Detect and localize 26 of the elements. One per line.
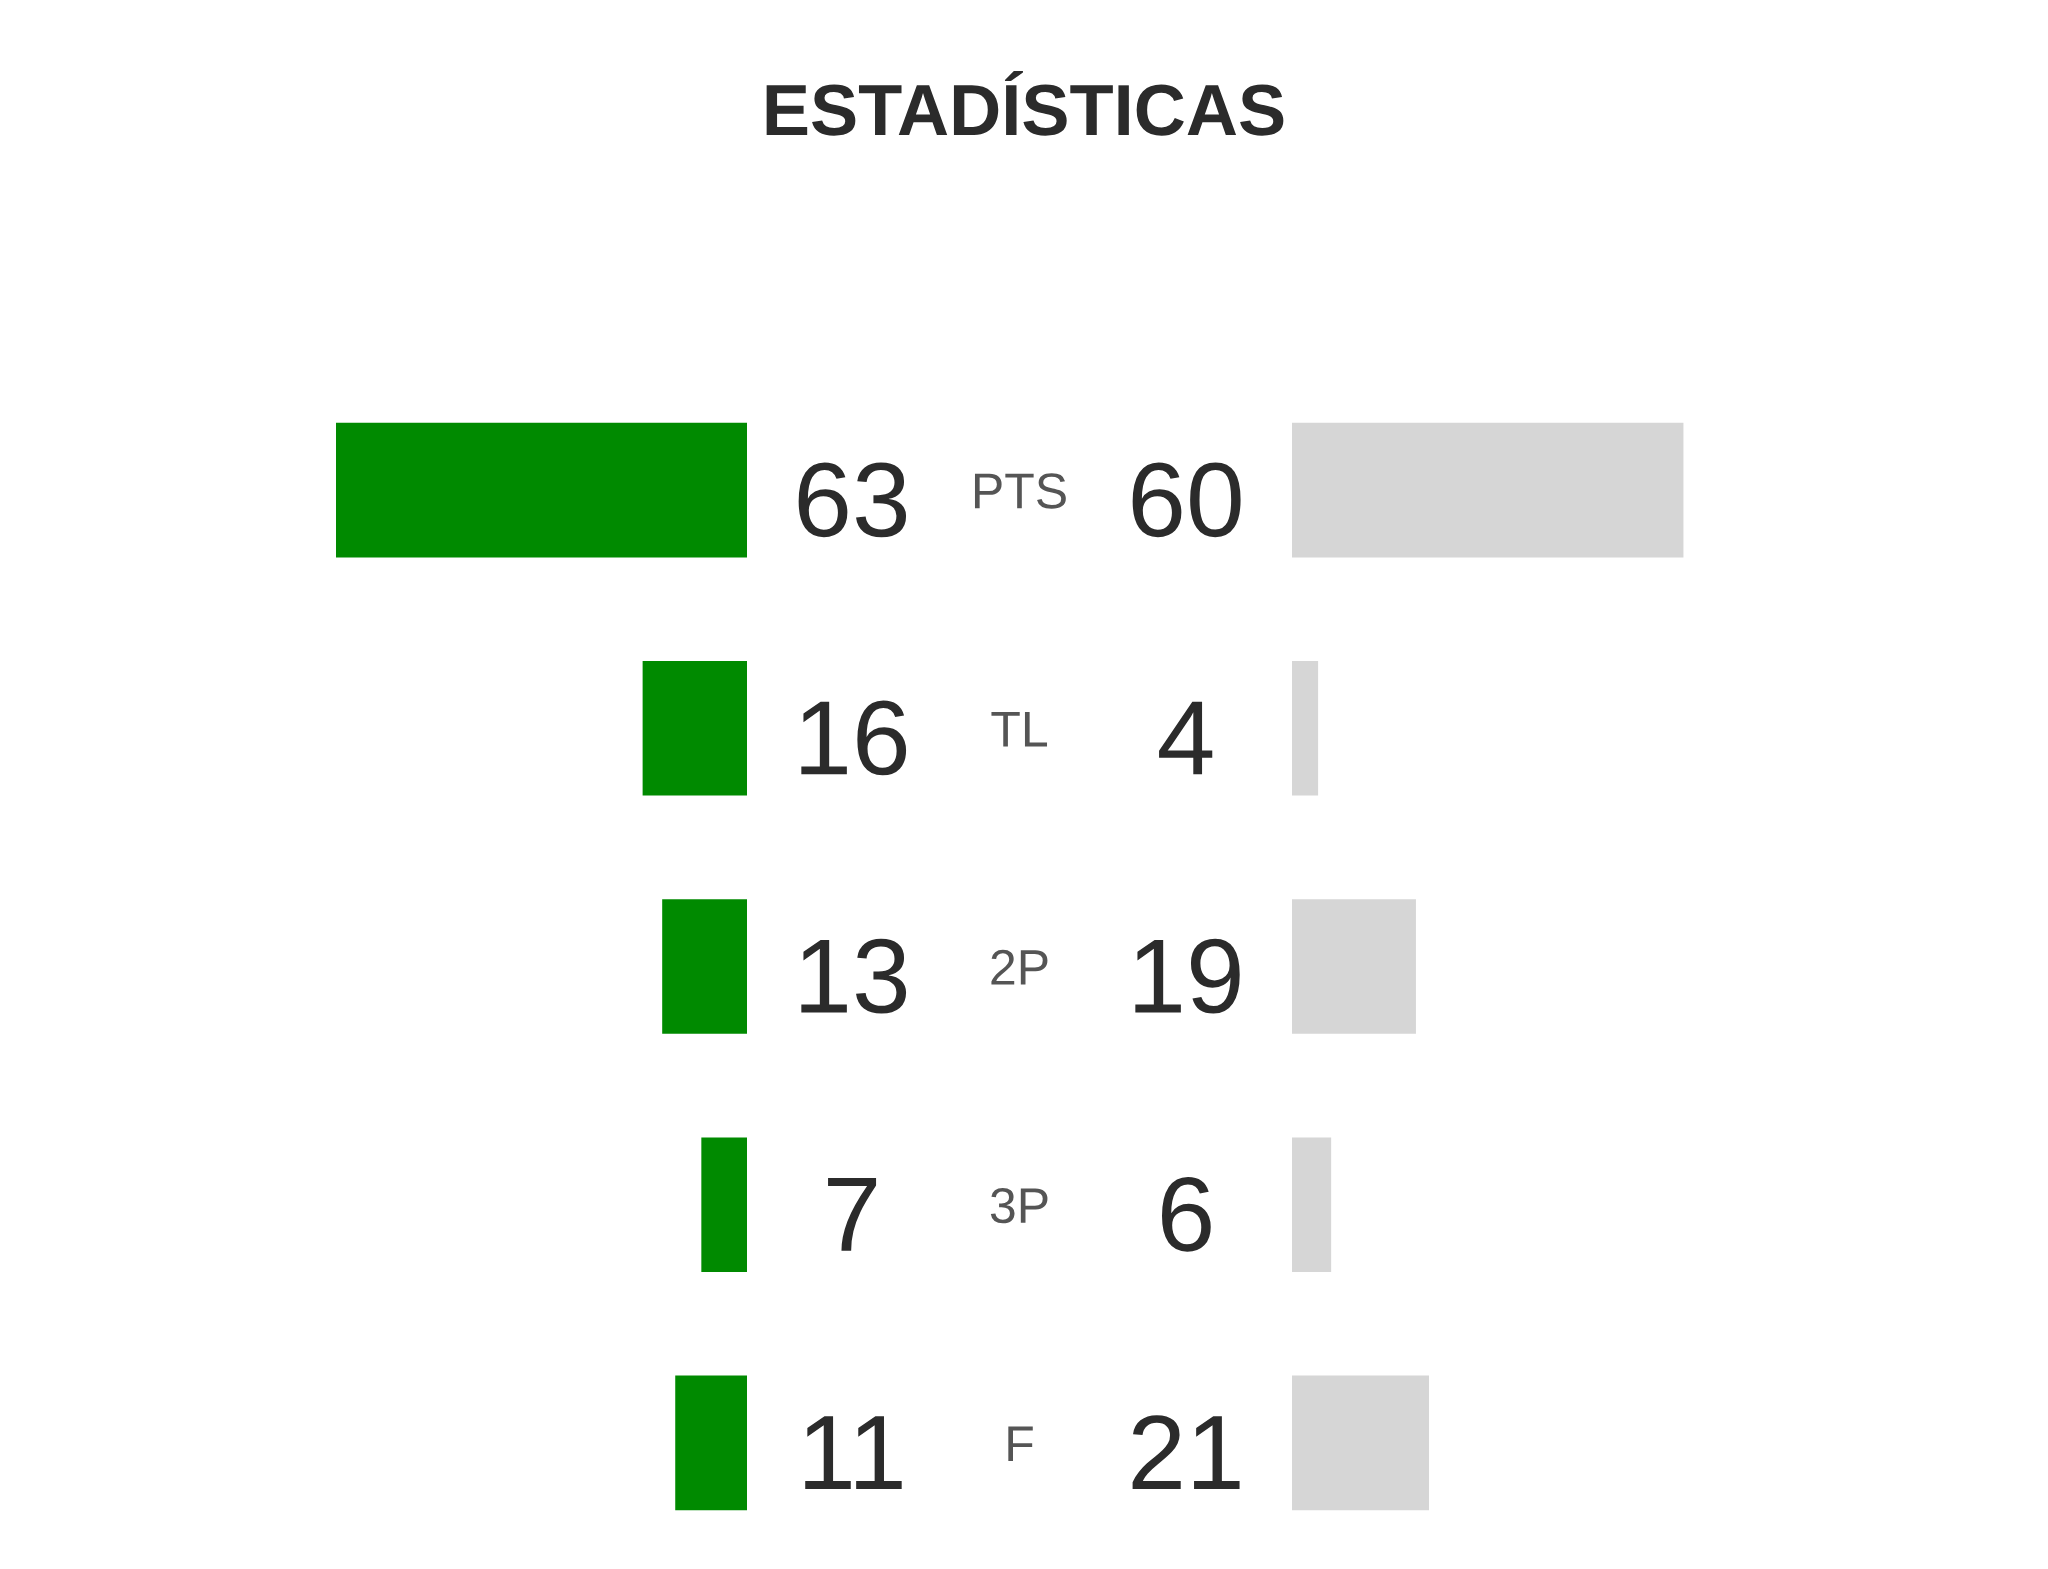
data-label: 21 — [1132, 1415, 1240, 1489]
bar — [1292, 422, 1684, 558]
y-tick-label: TL — [991, 712, 1048, 747]
bar — [1292, 1137, 1332, 1272]
data-label: 4 — [1159, 701, 1213, 775]
y-tick-label: PTS — [974, 473, 1066, 509]
data-label: 19 — [1135, 938, 1240, 1014]
bar — [675, 1375, 747, 1511]
y-tick-label: 3P — [990, 1187, 1048, 1224]
data-label: 16 — [801, 700, 907, 776]
data-label: 7 — [828, 1178, 877, 1251]
bar — [701, 1137, 747, 1272]
y-tick-label: 2P — [991, 949, 1048, 985]
y-tick-label: F — [1008, 1426, 1033, 1462]
bar — [1292, 1375, 1429, 1511]
text: ESTADÍSTICAS — [766, 70, 1284, 136]
data-label: 6 — [1162, 1176, 1211, 1252]
data-label: 63 — [798, 462, 907, 538]
bar — [1292, 899, 1416, 1034]
data-label: 60 — [1132, 462, 1241, 538]
bar — [642, 661, 747, 796]
bar — [662, 899, 747, 1034]
data-label: 11 — [805, 1416, 902, 1489]
data-label: 13 — [801, 938, 907, 1014]
bar — [1292, 661, 1319, 796]
bar — [336, 422, 747, 558]
